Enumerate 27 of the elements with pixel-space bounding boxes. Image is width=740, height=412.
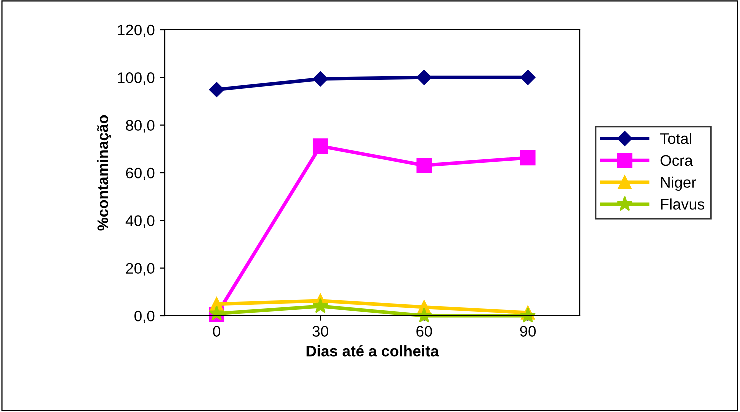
legend-label: Niger xyxy=(661,176,696,192)
x-tick-label: 0 xyxy=(213,326,221,337)
point xyxy=(520,70,536,86)
y-tick-label: 0,0 xyxy=(134,310,155,324)
point xyxy=(312,138,328,154)
legend-label: Total xyxy=(660,133,692,144)
point xyxy=(520,150,536,166)
point xyxy=(209,82,224,98)
y-tick-label: 20,0 xyxy=(126,263,155,276)
x-axis-title: Dias até a colheita xyxy=(306,345,440,357)
x-tick-label: 60 xyxy=(416,326,432,337)
y-tick-label: 60,0 xyxy=(126,168,155,180)
legend-label: Ocra xyxy=(660,155,694,166)
y-tick-label: 40,0 xyxy=(126,216,155,228)
x-tick-label: 90 xyxy=(520,326,536,337)
y-tick-label: 100,0 xyxy=(118,72,155,86)
point xyxy=(313,72,328,87)
y-tick-label: 80,0 xyxy=(126,120,155,133)
y-axis-title: %contaminação xyxy=(97,115,112,231)
point xyxy=(312,298,329,314)
point xyxy=(416,158,432,174)
legend-label: Flavus xyxy=(661,198,705,210)
point xyxy=(416,70,432,86)
x-tick-label: 30 xyxy=(312,326,329,337)
point xyxy=(416,308,432,323)
point xyxy=(520,308,536,323)
y-tick-label: 120,0 xyxy=(118,24,155,38)
